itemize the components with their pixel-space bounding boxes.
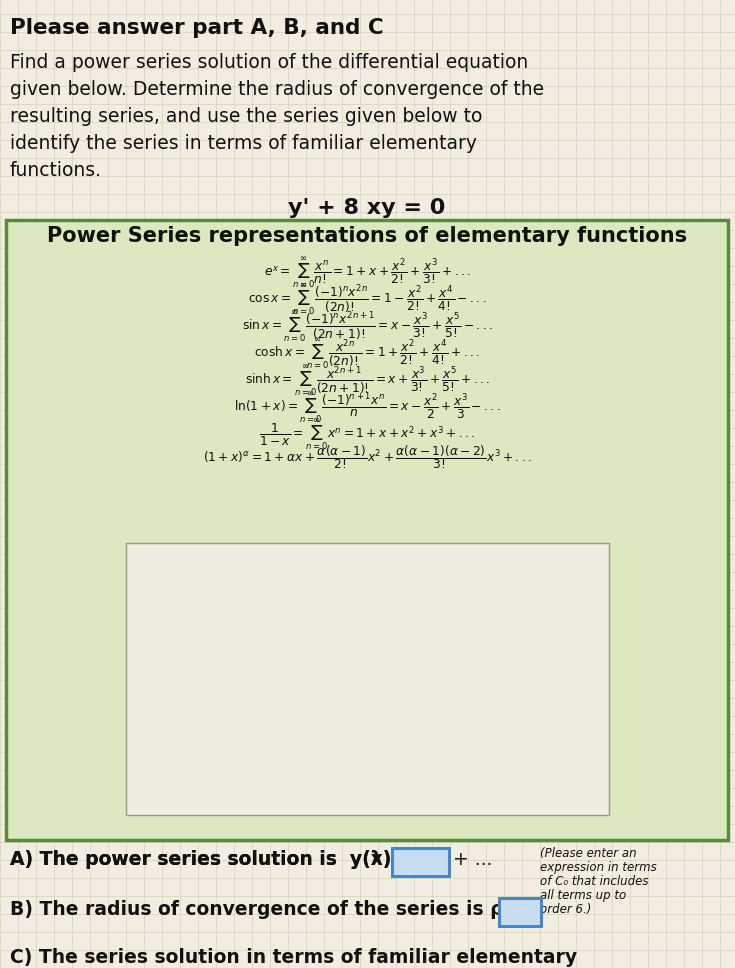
Text: (Please enter an: (Please enter an xyxy=(540,847,637,860)
Text: $\sinh x = \sum_{n=0}^{\infty} \dfrac{x^{2n+1}}{(2n+1)!} = x+\dfrac{x^3}{3!}+\df: $\sinh x = \sum_{n=0}^{\infty} \dfrac{x^… xyxy=(245,364,490,399)
Text: functions.: functions. xyxy=(10,161,102,180)
Text: Find a power series solution of the differential equation: Find a power series solution of the diff… xyxy=(10,53,528,72)
Text: $\dfrac{1}{1-x} = \sum_{n=0}^{\infty} x^n = 1+x+x^2+x^3+...$: $\dfrac{1}{1-x} = \sum_{n=0}^{\infty} x^… xyxy=(259,418,476,453)
Text: order 6.): order 6.) xyxy=(540,903,592,916)
Text: expression in terms: expression in terms xyxy=(540,861,657,874)
Text: A) The power series solution is  y(x) =: A) The power series solution is y(x) = xyxy=(10,850,414,869)
Text: resulting series, and use the series given below to: resulting series, and use the series giv… xyxy=(10,107,482,126)
Text: of C₀ that includes: of C₀ that includes xyxy=(540,875,648,888)
Text: identify the series in terms of familiar elementary: identify the series in terms of familiar… xyxy=(10,134,477,153)
Text: $\ln(1+x) = \sum_{n=0}^{\infty} \dfrac{(-1)^{n+1} x^n}{n} = x-\dfrac{x^2}{2}+\df: $\ln(1+x) = \sum_{n=0}^{\infty} \dfrac{(… xyxy=(234,391,501,426)
Text: Power Series representations of elementary functions: Power Series representations of elementa… xyxy=(47,226,687,246)
Text: y' + 8 xy = 0: y' + 8 xy = 0 xyxy=(288,198,445,218)
Text: Please answer part A, B, and C: Please answer part A, B, and C xyxy=(10,18,384,38)
Text: C) The series solution in terms of familiar elementary: C) The series solution in terms of famil… xyxy=(10,948,577,967)
Text: A) The power series solution is  y(λ) =: A) The power series solution is y(λ) = xyxy=(10,850,414,869)
Text: $e^x = \sum_{n=0}^{\infty} \dfrac{x^n}{n!} = 1+x+\dfrac{x^2}{2!}+\dfrac{x^3}{3!}: $e^x = \sum_{n=0}^{\infty} \dfrac{x^n}{n… xyxy=(264,256,471,291)
FancyBboxPatch shape xyxy=(392,848,449,876)
Text: B) The radius of convergence of the series is ρ=: B) The radius of convergence of the seri… xyxy=(10,900,520,919)
Text: all terms up to: all terms up to xyxy=(540,889,626,902)
Text: given below. Determine the radius of convergence of the: given below. Determine the radius of con… xyxy=(10,80,544,99)
Text: + ...: + ... xyxy=(453,850,492,869)
FancyBboxPatch shape xyxy=(499,898,541,926)
FancyBboxPatch shape xyxy=(6,220,728,840)
Text: $\cosh x = \sum_{n=0}^{\infty} \dfrac{x^{2n}}{(2n)!} = 1+\dfrac{x^2}{2!}+\dfrac{: $\cosh x = \sum_{n=0}^{\infty} \dfrac{x^… xyxy=(254,337,481,372)
Text: $\cos x = \sum_{n=0}^{\infty} \dfrac{(-1)^n x^{2n}}{(2n)!} = 1-\dfrac{x^2}{2!}+\: $\cos x = \sum_{n=0}^{\infty} \dfrac{(-1… xyxy=(248,283,487,318)
FancyBboxPatch shape xyxy=(126,543,609,815)
Text: $\sin x = \sum_{n=0}^{\infty} \dfrac{(-1)^n x^{2n+1}}{(2n+1)!} = x-\dfrac{x^3}{3: $\sin x = \sum_{n=0}^{\infty} \dfrac{(-1… xyxy=(242,310,493,345)
Text: $(1+x)^\alpha = 1+\alpha x+\dfrac{\alpha(\alpha-1)}{2!}x^2+\dfrac{\alpha(\alpha-: $(1+x)^\alpha = 1+\alpha x+\dfrac{\alpha… xyxy=(203,443,532,470)
